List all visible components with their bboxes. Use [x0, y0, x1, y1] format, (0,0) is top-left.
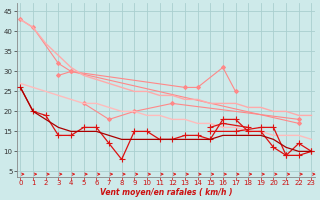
X-axis label: Vent moyen/en rafales ( km/h ): Vent moyen/en rafales ( km/h ) — [100, 188, 232, 197]
